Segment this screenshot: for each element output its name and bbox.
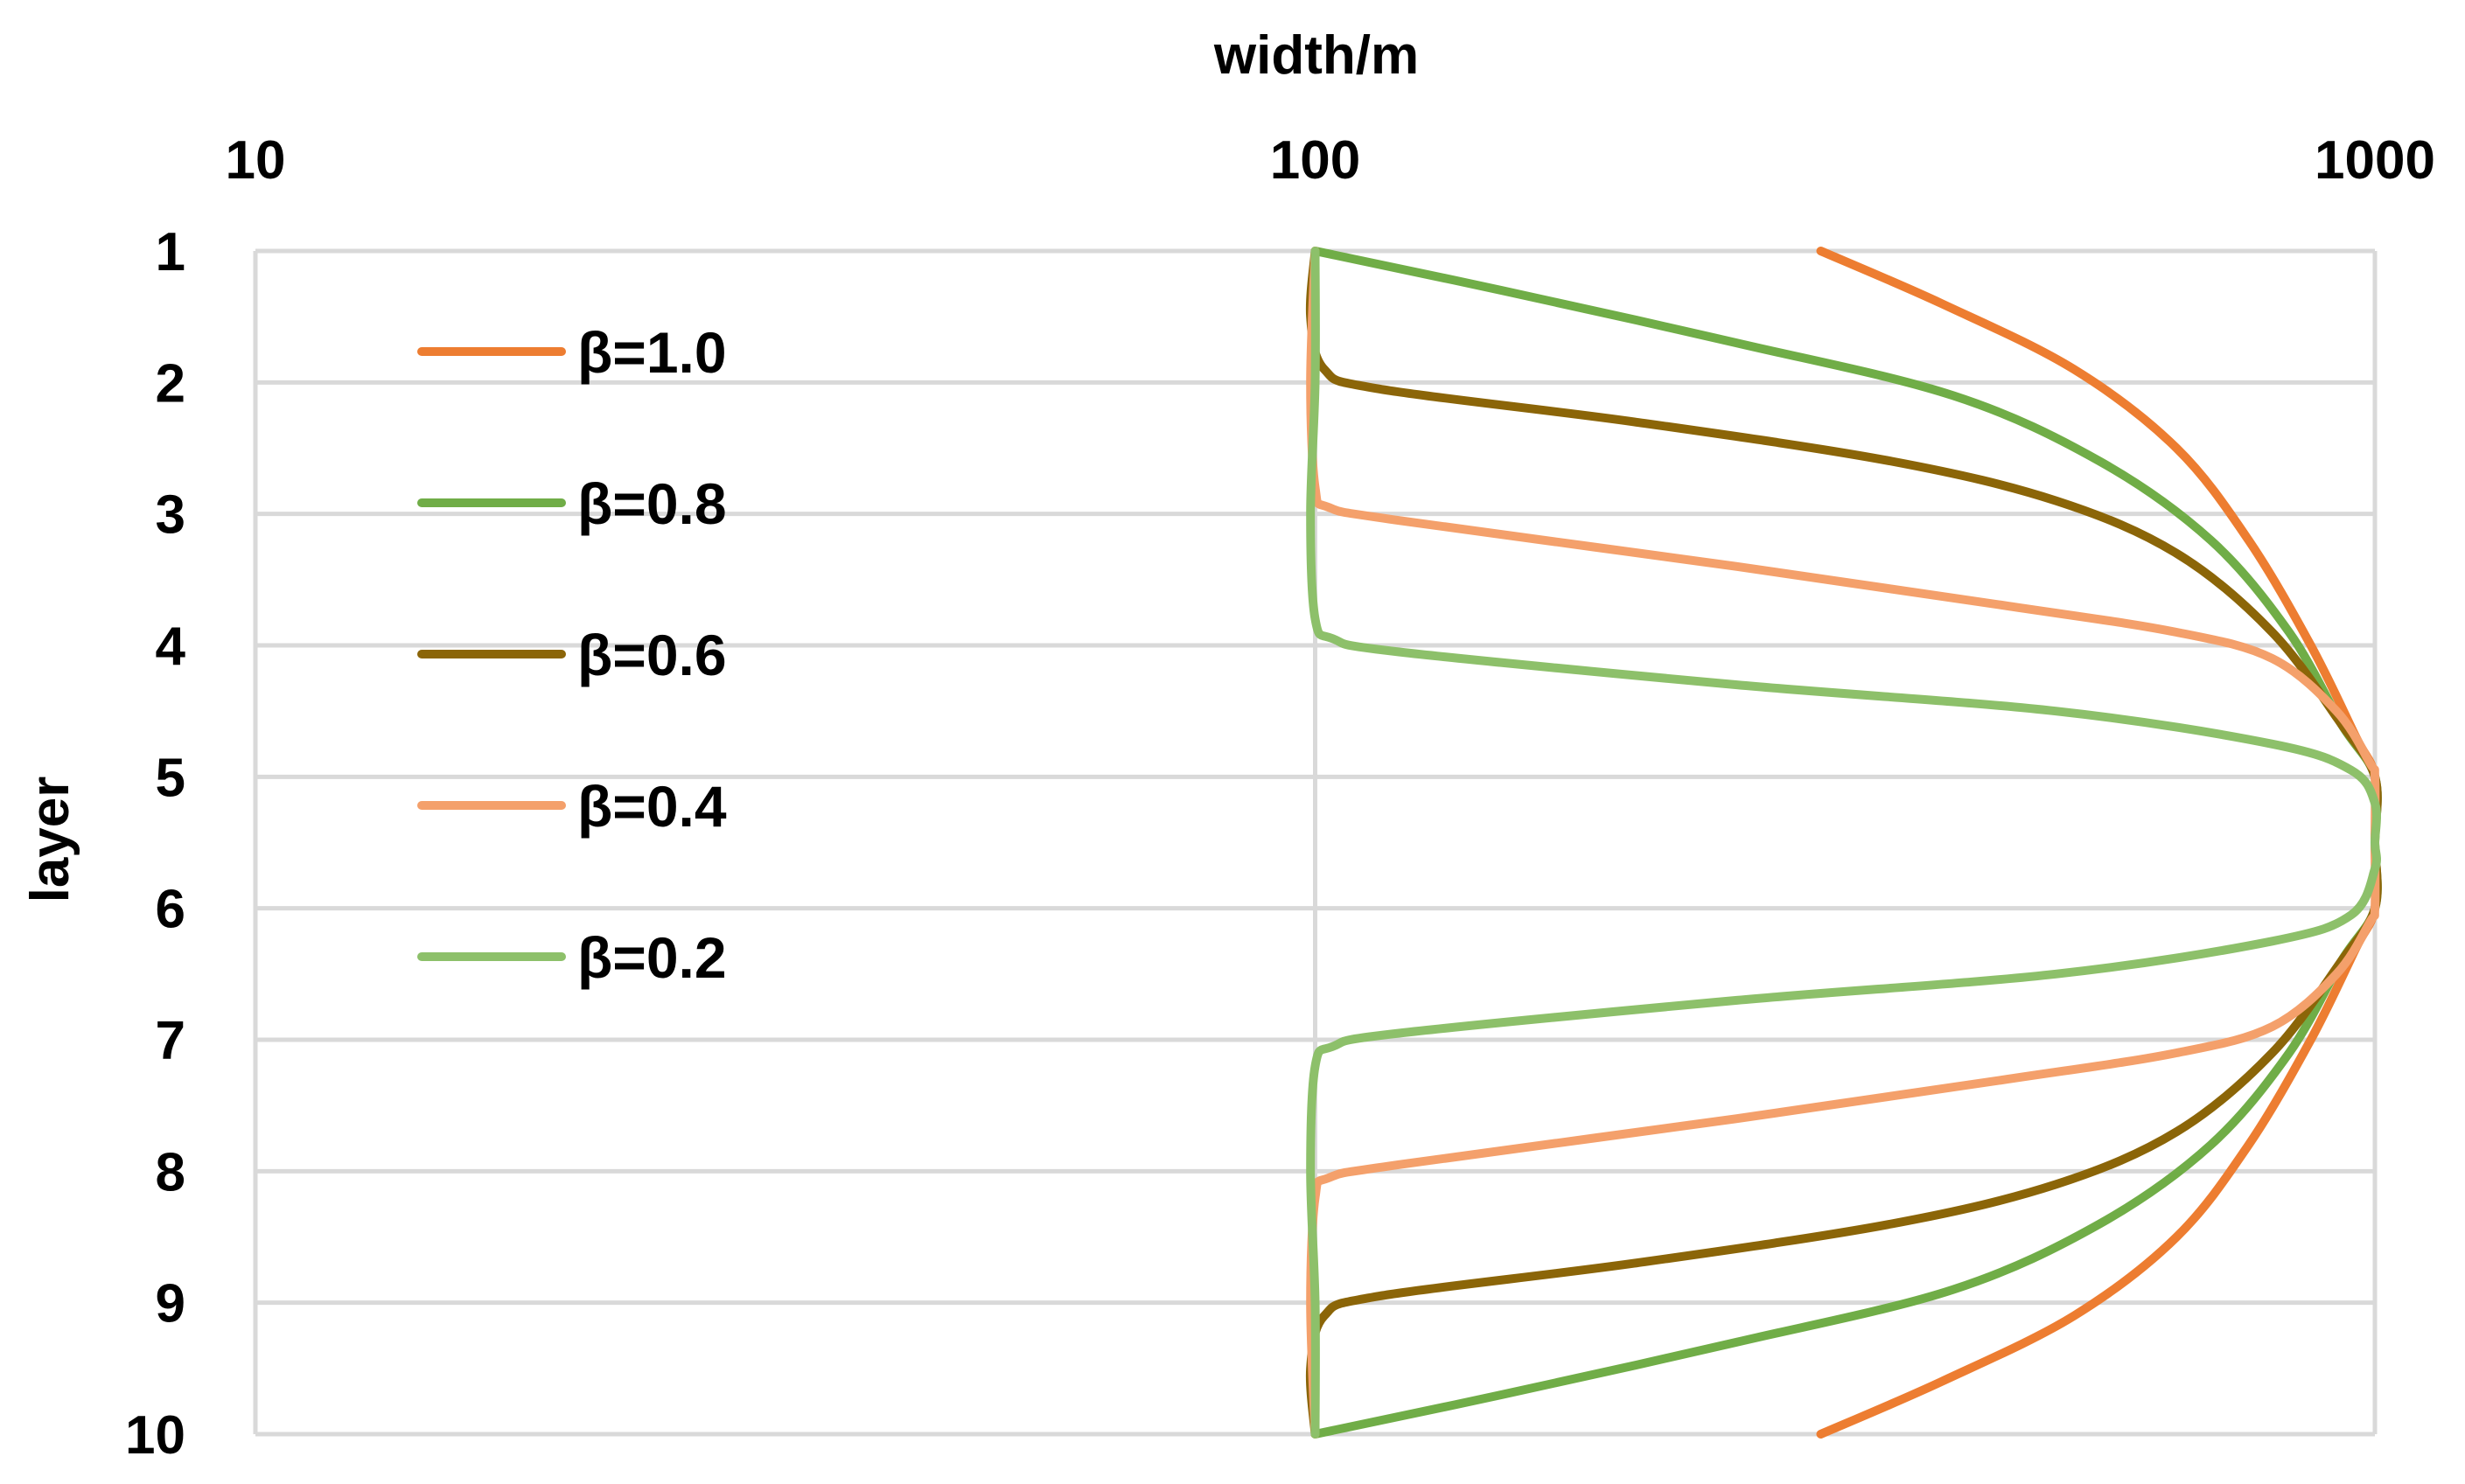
legend-item: β=0.4 bbox=[417, 774, 727, 839]
y-tick-label-3: 3 bbox=[156, 485, 185, 546]
series-line-beta-1-0 bbox=[1816, 247, 2381, 1439]
legend-label: β=1.0 bbox=[577, 320, 727, 385]
x-tick-label-1000: 1000 bbox=[2315, 130, 2435, 191]
x-axis-ticks: 10 100 1000 bbox=[226, 130, 2435, 191]
legend-label: β=0.2 bbox=[577, 925, 727, 990]
legend-item: β=0.2 bbox=[417, 925, 727, 990]
legend-item: β=0.8 bbox=[417, 471, 727, 536]
series-line-beta-0-2 bbox=[1306, 247, 2381, 1439]
y-tick-label-10: 10 bbox=[125, 1405, 185, 1466]
legend-label: β=0.6 bbox=[577, 623, 727, 687]
y-tick-label-7: 7 bbox=[156, 1011, 185, 1071]
x-tick-label-100: 100 bbox=[1270, 130, 1360, 191]
legend-label: β=0.4 bbox=[577, 774, 727, 839]
y-tick-label-5: 5 bbox=[156, 748, 185, 808]
y-tick-label-4: 4 bbox=[156, 617, 186, 677]
plot-series bbox=[1305, 247, 2382, 1439]
y-tick-label-2: 2 bbox=[156, 353, 185, 414]
legend: β=1.0 β=0.8 β=0.6 β=0.4 β=0.2 bbox=[417, 320, 727, 990]
y-tick-label-6: 6 bbox=[156, 880, 185, 940]
y-tick-label-1: 1 bbox=[156, 222, 185, 282]
y-axis-title: layer bbox=[20, 777, 80, 903]
series-line-beta-0-8 bbox=[1310, 247, 2382, 1439]
y-axis-ticks: 1 2 3 4 5 6 7 8 9 10 bbox=[125, 222, 185, 1466]
x-tick-label-10: 10 bbox=[226, 130, 286, 191]
legend-item: β=0.6 bbox=[417, 623, 727, 687]
x-axis-title: width/m bbox=[1213, 25, 1419, 86]
legend-item: β=1.0 bbox=[417, 320, 727, 385]
y-tick-label-8: 8 bbox=[156, 1142, 185, 1202]
series-line-beta-0-4 bbox=[1306, 247, 2380, 1439]
legend-label: β=0.8 bbox=[577, 471, 727, 536]
series-line-beta-0-6 bbox=[1305, 247, 2382, 1439]
y-tick-label-9: 9 bbox=[156, 1274, 185, 1334]
